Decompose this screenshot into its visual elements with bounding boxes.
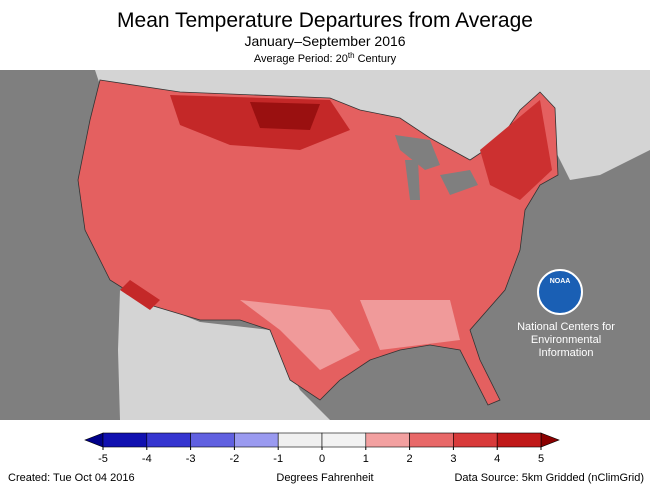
legend-tick-label: -4 (142, 453, 152, 465)
period-text: Average Period: 20 (254, 53, 348, 65)
mexico (118, 290, 330, 420)
cool-region (360, 300, 460, 350)
warm-region (480, 100, 552, 200)
legend-tick-label: 4 (494, 453, 500, 465)
legend-tick-label: 0 (319, 453, 325, 465)
legend: -5 -4 -3 -2 -1 0 1 2 3 4 5 (84, 432, 560, 465)
cool-region (240, 300, 360, 370)
source: Data Source: 5km Gridded (nClimGrid) (454, 472, 644, 484)
legend-bin (496, 432, 542, 448)
title: Mean Temperature Departures from Average (117, 9, 533, 32)
lake (440, 170, 478, 195)
logo-line: National Centers for (517, 321, 615, 333)
legend-bin (277, 432, 323, 448)
legend-under (84, 432, 104, 448)
legend-tick-label: 3 (450, 453, 456, 465)
period: Average Period: 20th Century (254, 51, 397, 65)
logo-line: Environmental (531, 334, 601, 346)
logo-line: Information (538, 347, 593, 359)
legend-bin (234, 432, 279, 448)
legend-bin (321, 432, 367, 448)
legend-tick-label: -3 (186, 453, 196, 465)
legend-tick-label: 5 (538, 453, 544, 465)
legend-bin (409, 432, 454, 448)
lake (395, 135, 440, 170)
legend-bin (190, 432, 235, 448)
logo-name: NOAA (550, 278, 571, 285)
subtitle: January–September 2016 (244, 33, 405, 49)
legend-bin (365, 432, 410, 448)
logo-circle (537, 269, 583, 315)
period-text: Century (355, 53, 397, 65)
legend-tick-label: 2 (407, 453, 413, 465)
legend-bin (102, 432, 148, 448)
legend-tick-label: 1 (363, 453, 369, 465)
map (0, 70, 650, 420)
warm-region (120, 280, 160, 310)
legend-bin (146, 432, 191, 448)
warm-region (250, 102, 320, 130)
legend-tick-label: -2 (230, 453, 240, 465)
period-sup: th (348, 51, 355, 60)
legend-label: Degrees Fahrenheit (276, 472, 373, 484)
legend-tick-label: -5 (98, 453, 108, 465)
lake (405, 160, 420, 200)
created: Created: Tue Oct 04 2016 (8, 472, 135, 484)
legend-tick-label: -1 (273, 453, 283, 465)
logo: NOAA National Centers for Environmental … (517, 269, 615, 359)
legend-bin (453, 432, 498, 448)
legend-over (540, 432, 560, 448)
